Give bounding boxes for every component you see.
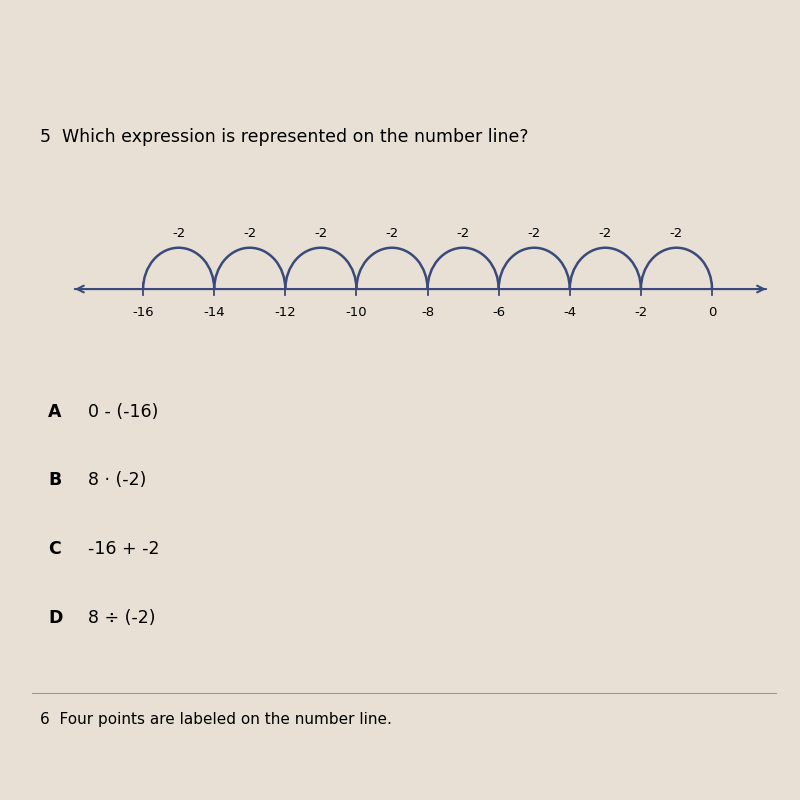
Text: 0 - (-16): 0 - (-16)	[88, 402, 158, 421]
Text: 5  Which expression is represented on the number line?: 5 Which expression is represented on the…	[40, 128, 529, 146]
Text: -2: -2	[243, 227, 257, 240]
Text: -2: -2	[527, 227, 541, 240]
Text: -6: -6	[492, 306, 506, 318]
Text: D: D	[48, 609, 62, 627]
Text: -2: -2	[598, 227, 612, 240]
Text: -12: -12	[274, 306, 296, 318]
Text: -2: -2	[314, 227, 327, 240]
Text: -2: -2	[457, 227, 470, 240]
Text: -2: -2	[386, 227, 398, 240]
Text: B: B	[48, 471, 62, 490]
Text: 8 ÷ (-2): 8 ÷ (-2)	[88, 609, 155, 627]
Text: -16 + -2: -16 + -2	[88, 540, 159, 558]
Text: -4: -4	[563, 306, 576, 318]
Text: -8: -8	[421, 306, 434, 318]
Text: -10: -10	[346, 306, 367, 318]
Text: 0: 0	[708, 306, 716, 318]
Text: -2: -2	[172, 227, 186, 240]
Text: -14: -14	[203, 306, 225, 318]
Text: C: C	[48, 540, 61, 558]
Text: 6  Four points are labeled on the number line.: 6 Four points are labeled on the number …	[40, 712, 392, 727]
Text: -2: -2	[670, 227, 683, 240]
Text: -2: -2	[634, 306, 647, 318]
Text: 8 · (-2): 8 · (-2)	[88, 471, 146, 490]
Text: A: A	[48, 402, 62, 421]
Text: -16: -16	[132, 306, 154, 318]
